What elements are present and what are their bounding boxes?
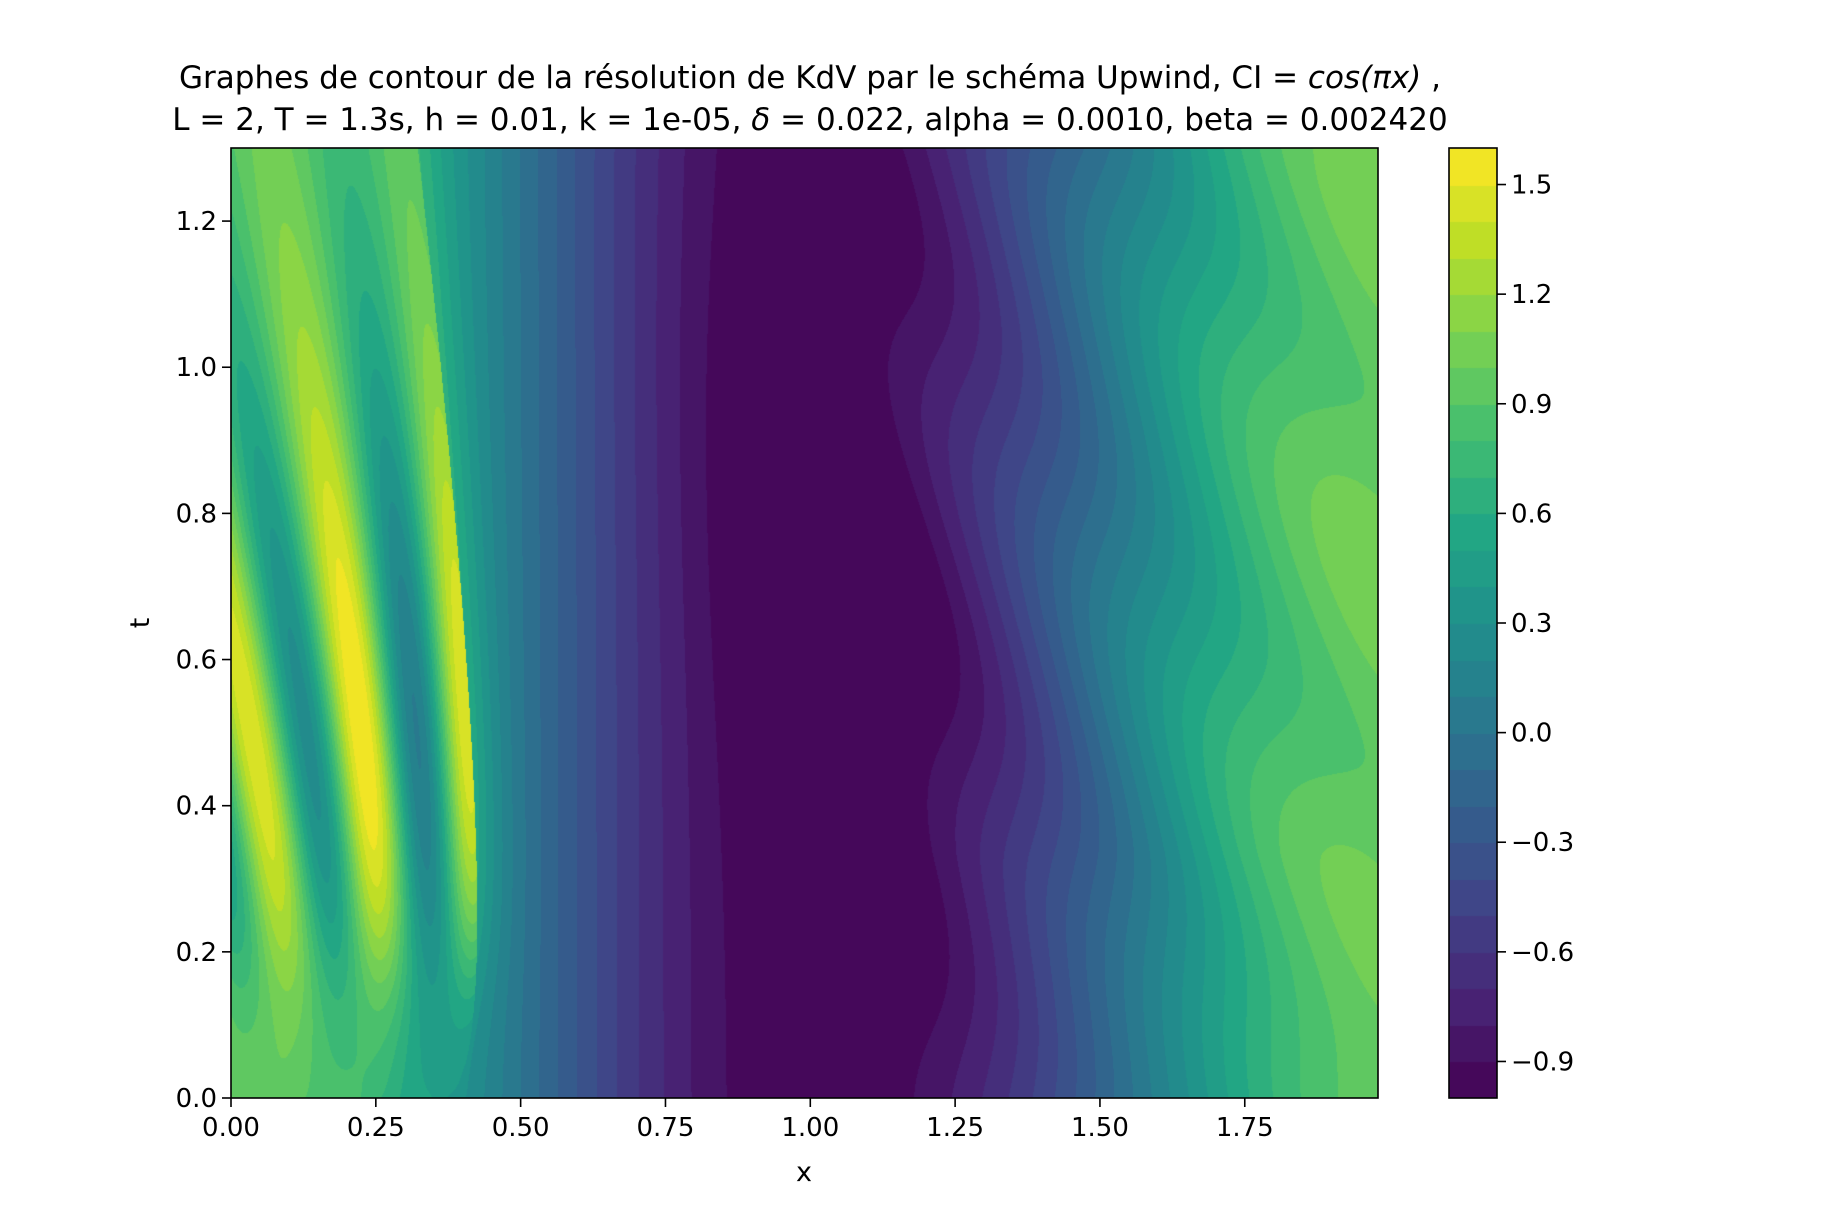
y-tick-label: 0.4 <box>176 792 217 822</box>
x-tick-label: 1.25 <box>926 1113 984 1143</box>
chart-title: Graphes de contour de la résolution de K… <box>172 60 1447 138</box>
x-axis: 0.00 0.25 0.50 0.75 1.00 1.25 1.50 1.75 <box>202 1098 1274 1143</box>
y-tick-label: 0.8 <box>176 499 217 529</box>
y-tick-label: 1.0 <box>176 353 217 383</box>
y-tick-label: 0.0 <box>176 1084 217 1114</box>
y-axis: 0.0 0.2 0.4 0.6 0.8 1.0 1.2 <box>176 207 231 1114</box>
plot-frame <box>230 147 1379 1099</box>
x-axis-label: x <box>796 1157 812 1188</box>
colorbar-tick-label: 0.3 <box>1511 609 1552 639</box>
y-axis-label: t <box>125 618 156 629</box>
title-line-1: Graphes de contour de la résolution de K… <box>179 60 1441 96</box>
colorbar-tick-label: 1.5 <box>1511 171 1552 201</box>
colorbar-tick-label: 1.2 <box>1511 280 1552 310</box>
y-tick-label: 1.2 <box>176 207 217 237</box>
y-tick-label: 0.6 <box>176 646 217 676</box>
x-tick-label: 1.00 <box>781 1113 839 1143</box>
x-tick-label: 0.25 <box>347 1113 405 1143</box>
colorbar-tick-label: −0.9 <box>1511 1047 1574 1077</box>
colorbar <box>1449 148 1497 1098</box>
colorbar-tick-label: 0.0 <box>1511 719 1552 749</box>
x-tick-label: 0.00 <box>202 1113 260 1143</box>
colorbar-tick-label: 0.9 <box>1511 390 1552 420</box>
x-tick-label: 1.50 <box>1071 1113 1129 1143</box>
x-tick-label: 0.75 <box>637 1113 695 1143</box>
title-line-2: L = 2, T = 1.3s, h = 0.01, k = 1e-05, δ … <box>172 102 1447 138</box>
x-tick-label: 0.50 <box>492 1113 550 1143</box>
colorbar-axis: −0.9 −0.6 −0.3 0.0 0.3 0.6 0.9 1.2 1.5 <box>1497 171 1574 1077</box>
colorbar-tick-label: −0.6 <box>1511 938 1574 968</box>
x-tick-label: 1.75 <box>1216 1113 1274 1143</box>
y-tick-label: 0.2 <box>176 938 217 968</box>
colorbar-tick-label: −0.3 <box>1511 828 1574 858</box>
contour-plot-area <box>231 148 1378 1098</box>
colorbar-tick-label: 0.6 <box>1511 499 1552 529</box>
